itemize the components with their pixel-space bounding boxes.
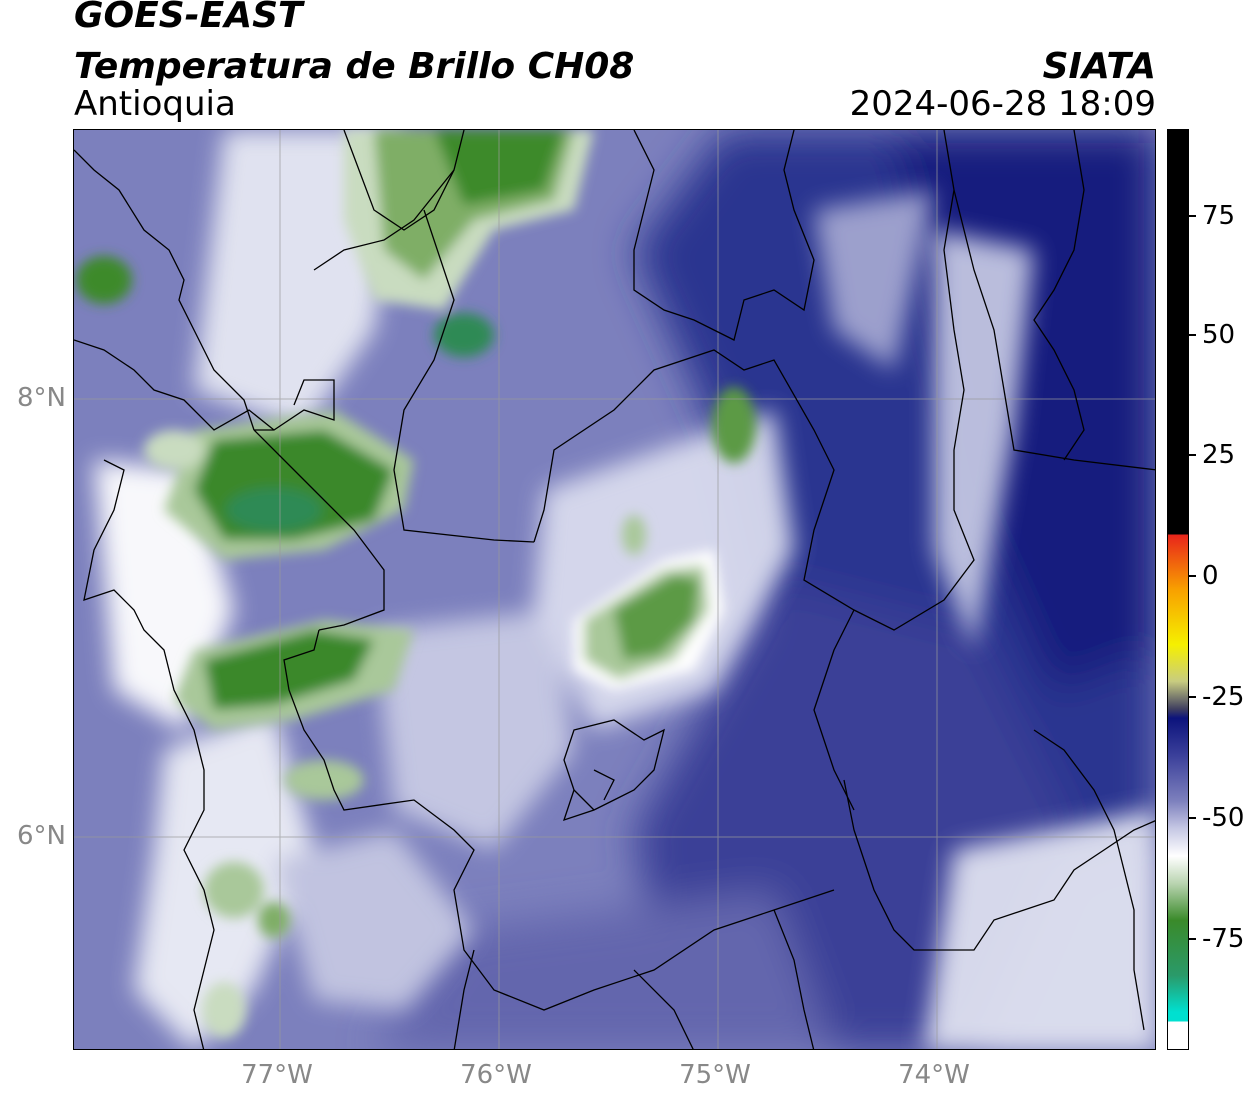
satellite-map[interactable] [73,129,1156,1050]
colorbar-tick [1189,454,1196,456]
colorbar-label-50: 50 [1202,320,1236,350]
colorbar-label-neg25: -25 [1202,682,1245,712]
colorbar-label-neg50: -50 [1202,803,1245,833]
lon-label-74w: 74°W [898,1060,970,1090]
colorbar-label-neg75: -75 [1202,924,1245,954]
lon-label-77w: 77°W [241,1060,313,1090]
product-title: Temperatura de Brillo CH08 [74,46,635,87]
colorbar-tick [1189,696,1196,698]
colorbar-tick [1189,817,1196,819]
colorbar-tick [1189,215,1196,217]
lat-label-8n: 8°N [17,383,66,413]
lat-label-6n: 6°N [17,821,66,851]
datetime-label: 2024-06-28 18:09 [849,84,1156,124]
colorbar [1167,129,1189,1050]
agency-label: SIATA [1042,46,1156,87]
satellite-title: GOES-EAST [74,0,303,36]
lon-label-75w: 75°W [679,1060,751,1090]
colorbar-tick [1189,938,1196,940]
colorbar-tick [1189,334,1196,336]
colorbar-label-75: 75 [1202,201,1236,231]
region-label: Antioquia [74,84,236,124]
map-canvas [74,130,1155,1049]
colorbar-tick [1189,575,1196,577]
lon-label-76w: 76°W [460,1060,532,1090]
colorbar-label-0: 0 [1202,561,1219,591]
colorbar-label-25: 25 [1202,440,1236,470]
